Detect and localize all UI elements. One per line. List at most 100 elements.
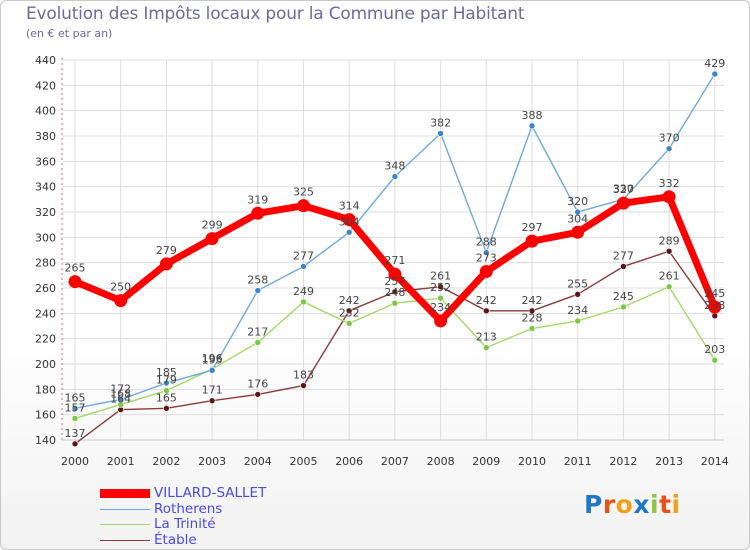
data-label: 297 [522,221,543,234]
legend-swatch-villard-sallet [100,489,150,498]
data-label: 165 [65,391,86,404]
data-label: 165 [156,391,177,404]
legend-swatch-rotherens [100,508,150,510]
x-tick-label: 2009 [472,455,500,468]
series-point-0 [479,265,493,279]
data-label: 245 [704,287,725,300]
series-point-1 [391,173,399,180]
series-point-3 [391,288,399,296]
series-point-2 [482,344,490,351]
y-tick-label: 380 [35,130,56,143]
series-point-0 [434,314,448,328]
legend-label-rotherens: Rotherens [154,500,223,517]
series-point-3 [437,283,444,291]
y-tick-label: 220 [35,333,56,346]
series-point-3 [665,247,673,255]
y-tick-label: 240 [35,307,56,320]
legend-swatch-la-trinite [100,524,150,525]
data-label: 325 [293,186,314,199]
y-tick-label: 420 [35,79,56,92]
series-point-2 [300,298,307,306]
series-point-1 [117,396,124,403]
series-point-2 [620,303,627,311]
data-label: 271 [384,254,405,267]
series-point-2 [711,356,719,364]
series-point-1 [300,263,307,270]
data-label: 258 [247,274,268,287]
data-label: 171 [202,384,223,397]
data-label: 157 [65,401,86,414]
data-label: 273 [476,252,497,265]
data-label: 242 [339,294,360,307]
data-label: 183 [293,369,314,382]
logo-letter: i [650,490,660,519]
series-point-3 [208,397,216,405]
y-tick-label: 140 [35,434,56,447]
data-label: 314 [339,200,360,213]
data-label: 234 [567,304,588,317]
series-point-0 [297,199,310,213]
series-point-2 [254,339,262,346]
series-point-0 [616,196,630,210]
legend-label-la-trinite: La Trinité [154,516,216,532]
series-point-1 [574,208,582,216]
logo-letter: o [615,490,634,519]
series-point-1 [437,130,444,137]
data-label: 304 [339,215,360,228]
data-label: 370 [659,132,680,145]
data-label: 164 [110,393,131,406]
y-tick-label: 340 [35,181,56,194]
x-tick-label: 2004 [244,455,272,468]
x-tick-label: 2014 [701,455,729,468]
series-point-1 [345,228,353,236]
series-point-3 [574,291,582,298]
logo-letter: r [602,490,616,519]
data-label: 172 [110,382,131,395]
series-point-3 [345,307,353,315]
series-point-2 [437,294,444,302]
data-label: 289 [659,234,680,247]
x-tick-label: 2001 [107,455,135,468]
data-label: 245 [613,290,634,303]
series-point-1 [254,287,262,294]
series-point-0 [388,267,402,281]
data-label: 176 [247,377,268,390]
series-point-1 [208,367,216,374]
series [68,70,722,448]
legend-swatch-etable [100,539,150,541]
x-tick-label: 2012 [609,455,637,468]
x-tick-label: 2007 [381,455,409,468]
data-label: 277 [293,249,314,262]
x-tick-label: 2000 [61,455,89,468]
series-point-3 [300,382,307,389]
legend-label-villard-sallet: VILLARD-SALLET [154,485,267,501]
x-tick-label: 2008 [427,455,455,468]
series-point-1 [711,70,719,78]
series-point-0 [525,234,539,248]
x-tick-label: 2002 [152,455,180,468]
data-label: 388 [522,109,543,122]
x-tick-label: 2003 [198,455,226,468]
y-tick-label: 360 [35,155,56,168]
data-label: 255 [567,277,588,290]
data-label: 242 [476,294,497,307]
data-label: 348 [384,160,405,173]
series-point-2 [574,317,582,325]
y-tick-label: 180 [35,383,56,396]
x-tick-label: 2011 [564,455,592,468]
series-point-3 [620,263,627,270]
chart-subtitle: (en € et par an) [26,27,113,40]
data-label: 319 [247,193,268,206]
y-tick-label: 400 [35,105,56,118]
data-label: 320 [567,195,588,208]
y-tick-label: 320 [35,206,56,219]
data-label: 261 [659,270,680,283]
data-label: 217 [247,325,268,338]
logo-letter: t [659,490,672,519]
data-label: 429 [704,57,725,70]
series-point-2 [391,299,399,307]
data-label: 203 [704,343,725,356]
data-label: 261 [430,270,451,283]
